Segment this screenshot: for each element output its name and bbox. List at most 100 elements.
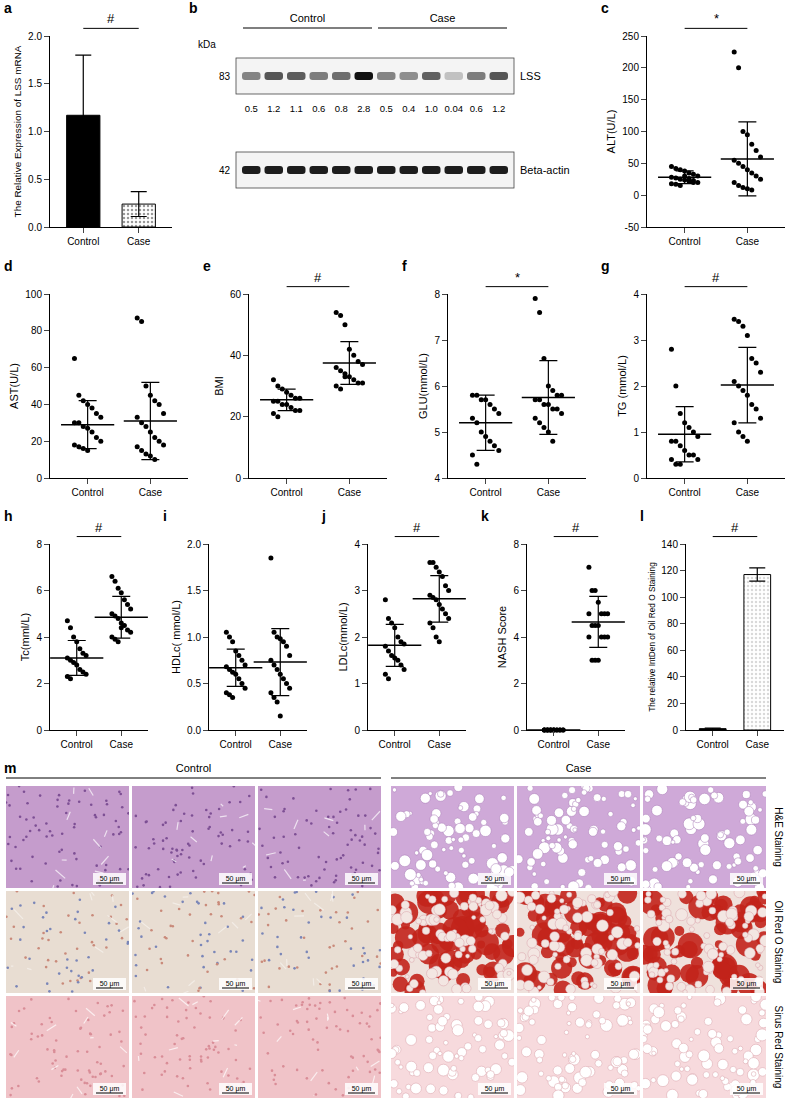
svg-text:2.0: 2.0 bbox=[187, 539, 201, 550]
svg-text:50 μm: 50 μm bbox=[485, 1085, 505, 1093]
svg-text:120: 120 bbox=[661, 565, 678, 576]
svg-text:50 μm: 50 μm bbox=[485, 980, 505, 988]
svg-text:50 μm: 50 μm bbox=[611, 980, 631, 988]
svg-text:50 μm: 50 μm bbox=[100, 875, 120, 883]
svg-text:4: 4 bbox=[633, 289, 639, 300]
svg-text:TG (mmol/L): TG (mmol/L) bbox=[616, 355, 628, 417]
svg-text:0.5: 0.5 bbox=[245, 103, 258, 114]
svg-text:2: 2 bbox=[513, 678, 519, 689]
svg-text:5: 5 bbox=[434, 427, 440, 438]
svg-text:Control: Control bbox=[72, 487, 104, 498]
svg-text:2: 2 bbox=[354, 632, 360, 643]
svg-text:Control: Control bbox=[697, 739, 729, 750]
svg-text:50 μm: 50 μm bbox=[352, 1085, 372, 1093]
svg-text:#: # bbox=[107, 11, 115, 26]
svg-text:50 μm: 50 μm bbox=[737, 980, 757, 988]
svg-text:0.6: 0.6 bbox=[312, 103, 325, 114]
svg-text:The relative IntDen of Oil Red: The relative IntDen of Oil Red O Stainin… bbox=[648, 562, 657, 712]
svg-text:0.5: 0.5 bbox=[380, 103, 393, 114]
svg-text:140: 140 bbox=[661, 539, 678, 550]
svg-text:100: 100 bbox=[661, 592, 678, 603]
svg-text:60: 60 bbox=[230, 289, 242, 300]
svg-text:100: 100 bbox=[25, 289, 42, 300]
svg-text:Case: Case bbox=[127, 236, 151, 247]
svg-text:#: # bbox=[95, 520, 103, 535]
svg-text:20: 20 bbox=[667, 698, 679, 709]
svg-text:ALT(U/L): ALT(U/L) bbox=[605, 110, 617, 154]
svg-text:42: 42 bbox=[219, 165, 231, 176]
svg-text:3: 3 bbox=[354, 585, 360, 596]
svg-text:50 μm: 50 μm bbox=[100, 1085, 120, 1093]
svg-text:GLU(mmol/L): GLU(mmol/L) bbox=[417, 353, 429, 419]
svg-text:Case: Case bbox=[587, 739, 611, 750]
svg-text:20: 20 bbox=[31, 436, 43, 447]
svg-text:Case: Case bbox=[269, 739, 293, 750]
svg-text:0: 0 bbox=[672, 725, 678, 736]
svg-text:60: 60 bbox=[667, 645, 679, 656]
svg-text:20: 20 bbox=[230, 411, 242, 422]
svg-text:150: 150 bbox=[622, 94, 639, 105]
svg-text:Case: Case bbox=[430, 12, 456, 24]
svg-text:7: 7 bbox=[434, 335, 440, 346]
svg-text:0.0: 0.0 bbox=[187, 725, 201, 736]
svg-text:4: 4 bbox=[354, 539, 360, 550]
svg-text:50 μm: 50 μm bbox=[100, 980, 120, 988]
svg-text:*: * bbox=[515, 270, 520, 285]
svg-text:Sirus Red Staining: Sirus Red Staining bbox=[773, 1006, 784, 1089]
svg-text:200: 200 bbox=[622, 62, 639, 73]
svg-text:kDa: kDa bbox=[198, 39, 216, 50]
svg-text:1.0: 1.0 bbox=[187, 632, 201, 643]
svg-text:0: 0 bbox=[354, 725, 360, 736]
svg-text:Control: Control bbox=[220, 739, 252, 750]
svg-text:50 μm: 50 μm bbox=[226, 1085, 246, 1093]
svg-text:50 μm: 50 μm bbox=[485, 875, 505, 883]
svg-text:Control: Control bbox=[176, 762, 211, 774]
svg-text:#: # bbox=[731, 520, 739, 535]
svg-text:Case: Case bbox=[110, 739, 134, 750]
svg-text:1.5: 1.5 bbox=[28, 78, 42, 89]
svg-text:0.4: 0.4 bbox=[402, 103, 415, 114]
svg-text:Case: Case bbox=[338, 487, 362, 498]
svg-text:Oil Red O Staining: Oil Red O Staining bbox=[773, 901, 784, 984]
svg-text:6: 6 bbox=[513, 585, 519, 596]
svg-text:0: 0 bbox=[36, 725, 42, 736]
svg-text:HDLc( mmol/L): HDLc( mmol/L) bbox=[170, 600, 182, 674]
svg-text:2.0: 2.0 bbox=[28, 31, 42, 42]
svg-text:Control: Control bbox=[379, 739, 411, 750]
svg-text:Case: Case bbox=[428, 739, 452, 750]
svg-text:4: 4 bbox=[36, 632, 42, 643]
svg-text:Beta-actin: Beta-actin bbox=[520, 164, 570, 176]
svg-text:Case: Case bbox=[537, 487, 561, 498]
svg-text:250: 250 bbox=[622, 31, 639, 42]
svg-text:80: 80 bbox=[667, 618, 679, 629]
svg-text:BMI: BMI bbox=[213, 376, 225, 396]
svg-text:1.0: 1.0 bbox=[28, 126, 42, 137]
svg-text:Tc(mml/L): Tc(mml/L) bbox=[19, 613, 31, 661]
svg-text:LDLc(mmol/L): LDLc(mmol/L) bbox=[337, 602, 349, 671]
svg-text:50 μm: 50 μm bbox=[737, 1085, 757, 1093]
svg-text:0: 0 bbox=[36, 473, 42, 484]
svg-text:#: # bbox=[413, 520, 421, 535]
svg-text:-50: -50 bbox=[625, 222, 640, 233]
svg-text:50 μm: 50 μm bbox=[226, 875, 246, 883]
svg-text:6: 6 bbox=[36, 585, 42, 596]
svg-text:0: 0 bbox=[513, 725, 519, 736]
svg-text:#: # bbox=[712, 270, 720, 285]
svg-text:1.5: 1.5 bbox=[187, 585, 201, 596]
svg-text:LSS: LSS bbox=[520, 70, 541, 82]
svg-text:Case: Case bbox=[736, 487, 760, 498]
svg-text:100: 100 bbox=[622, 126, 639, 137]
svg-text:8: 8 bbox=[434, 289, 440, 300]
svg-text:*: * bbox=[714, 11, 719, 26]
svg-text:Control: Control bbox=[538, 739, 570, 750]
svg-text:AST(U/L): AST(U/L) bbox=[8, 363, 20, 409]
svg-text:4: 4 bbox=[513, 632, 519, 643]
svg-text:Control: Control bbox=[470, 487, 502, 498]
svg-text:50 μm: 50 μm bbox=[352, 980, 372, 988]
svg-text:50 μm: 50 μm bbox=[352, 875, 372, 883]
svg-text:0: 0 bbox=[633, 473, 639, 484]
svg-text:1.2: 1.2 bbox=[492, 103, 505, 114]
svg-text:The Relative Expression of LSS: The Relative Expression of LSS mRNA bbox=[12, 45, 23, 217]
svg-text:0.04: 0.04 bbox=[445, 103, 464, 114]
svg-text:Control: Control bbox=[67, 236, 99, 247]
